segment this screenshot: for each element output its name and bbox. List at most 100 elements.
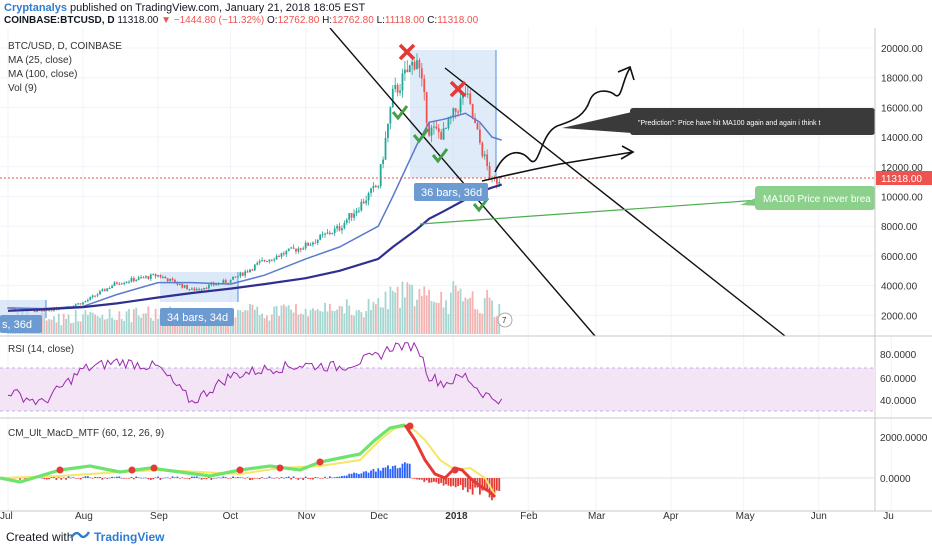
candle-body <box>336 226 339 229</box>
macd-hist-bar <box>79 478 82 480</box>
volume-bar <box>200 321 203 334</box>
macd-hist-bar <box>159 478 162 480</box>
volume-bar <box>391 290 394 334</box>
callout-text: "Prediction": Price have hit MA100 again… <box>638 120 820 127</box>
volume-bar <box>96 316 99 334</box>
candle-body <box>103 289 106 291</box>
candle-body <box>186 285 188 290</box>
macd-hist-bar <box>137 477 140 479</box>
macd-cross-dot <box>316 458 324 466</box>
macd-hist-bar <box>428 478 430 483</box>
candle-body <box>459 98 462 113</box>
volume-bar <box>483 298 486 334</box>
macd-hist-bar <box>459 478 462 485</box>
candle-body <box>174 280 176 284</box>
candle-body <box>40 310 43 312</box>
prediction-squiggle[interactable] <box>494 67 631 173</box>
macd-hist-bar <box>454 478 457 488</box>
candle-body <box>285 251 288 255</box>
macd-hist-bar <box>466 478 469 493</box>
time-tick-label: Apr <box>663 511 679 522</box>
candle-body <box>154 274 157 277</box>
macd-hist-bar <box>128 478 130 479</box>
time-tick-label: Dec <box>370 511 388 522</box>
check-marker-4 <box>472 197 490 213</box>
volume-bar <box>142 313 145 334</box>
ma100-support-line[interactable] <box>419 199 761 225</box>
volume-bar <box>486 290 489 334</box>
price-chart[interactable]: "Prediction": Price have hit MA100 again… <box>0 28 932 522</box>
low-label: L: <box>376 15 385 26</box>
candle-body <box>338 226 341 231</box>
volume-bar <box>57 313 60 334</box>
macd-hist-bar <box>287 476 290 478</box>
trend-line-2[interactable] <box>444 67 786 337</box>
volume-bar <box>493 316 496 334</box>
candle-body <box>469 93 472 104</box>
volume-bar <box>292 312 295 334</box>
macd-hist-bar <box>147 478 150 480</box>
macd-hist-bar <box>384 467 387 478</box>
macd-hist-bar <box>314 477 317 478</box>
candle-body <box>401 73 404 91</box>
macd-hist-bar <box>447 478 450 486</box>
x-marker-second <box>449 80 467 98</box>
time-axis[interactable]: Jul Aug Sep Oct Nov Dec 2018 Feb Mar Apr May Jun Ju <box>0 511 894 522</box>
candle-body <box>355 210 358 214</box>
volume-bar <box>241 311 244 334</box>
macd-hist-bar <box>103 477 106 479</box>
macd-hist-bar <box>227 478 230 479</box>
price-tick-label: 16000.00 <box>881 103 923 114</box>
candle-body <box>164 276 167 279</box>
candle-body <box>128 281 130 283</box>
volume-bar <box>94 314 97 334</box>
macd-hist-bar <box>469 478 472 490</box>
rsi-pane[interactable]: RSI (14, close) 80.0000 60.0000 40.0000 <box>0 341 917 412</box>
volume-bar <box>246 310 249 334</box>
candle-body <box>82 302 84 305</box>
candle-body <box>268 259 271 262</box>
candle-body <box>416 60 418 70</box>
macd-hist-bar <box>74 478 77 479</box>
time-tick-label: Oct <box>223 511 239 522</box>
volume-bar <box>299 313 302 334</box>
prediction-arrow-line[interactable] <box>481 151 634 182</box>
candle-body <box>43 309 46 312</box>
prediction-callout[interactable]: "Prediction": Price have hit MA100 again… <box>562 108 875 135</box>
volume-bar <box>253 309 256 334</box>
trend-line-1[interactable] <box>329 28 596 337</box>
macd-hist-bar <box>348 473 351 478</box>
volume-bar <box>55 322 58 334</box>
volume-bar <box>355 310 358 334</box>
ma100-callout[interactable]: MA100 Price never brea <box>740 186 875 210</box>
macd-hist-bar <box>379 470 382 478</box>
candle-body <box>483 154 486 157</box>
macd-pane[interactable]: CM_Ult_MacD_MTF (60, 12, 26, 9) 2000.000… <box>0 422 928 501</box>
price-axis[interactable]: 20000.00 18000.00 16000.00 14000.00 12000.00… <box>874 28 932 511</box>
volume-bar <box>45 320 48 334</box>
rsi-band <box>0 368 875 411</box>
volume-bar <box>79 321 82 334</box>
time-tick-label: Jun <box>811 511 827 522</box>
footer-brand[interactable]: TradingView <box>94 530 165 544</box>
macd-hist-bar <box>324 476 326 478</box>
macd-hist-bar <box>203 478 205 479</box>
volume-bar <box>157 318 159 334</box>
macd-hist-bar <box>193 476 196 478</box>
candle-body <box>345 219 348 223</box>
macd-hist-bar <box>82 477 84 478</box>
macd-hist-bar <box>372 468 375 478</box>
publish-info: Cryptanalys published on TradingView.com… <box>4 2 365 14</box>
volume-badge-text: 7 <box>502 316 507 325</box>
volume-bar <box>474 309 476 334</box>
volume-bar <box>210 319 213 334</box>
ma100-callout-text: MA100 Price never brea <box>763 194 871 205</box>
volume-bar <box>62 313 65 334</box>
volume-bar <box>125 311 128 334</box>
main-pane[interactable]: "Prediction": Price have hit MA100 again… <box>0 28 892 511</box>
candle-body <box>387 123 389 139</box>
macd-hist-bar <box>67 476 70 478</box>
author-link[interactable]: Cryptanalys <box>4 2 67 14</box>
high-label: H: <box>322 15 333 26</box>
candle-body <box>36 309 38 312</box>
